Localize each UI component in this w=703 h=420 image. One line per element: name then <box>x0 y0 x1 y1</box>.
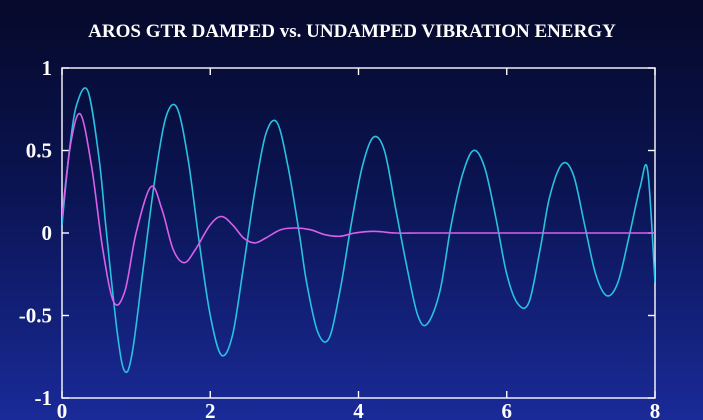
y-tick-label: 0 <box>42 221 53 245</box>
x-tick-label: 4 <box>353 399 364 420</box>
series-line-undamped <box>62 87 655 374</box>
y-tick-label: 0.5 <box>26 139 52 163</box>
chart-title: AROS GTR DAMPED vs. UNDAMPED VIBRATION E… <box>88 21 616 42</box>
y-tick-label: 1 <box>42 56 53 80</box>
series-line-damped <box>62 112 655 306</box>
plot-area: 0 2 4 6 8 1 0.5 0 -0.5 -1 <box>19 56 661 420</box>
x-tick-label: 2 <box>205 399 216 420</box>
y-tick-label: -0.5 <box>19 304 52 328</box>
x-tick-label: 8 <box>650 399 661 420</box>
y-tick-label: -1 <box>35 386 53 410</box>
x-tick-label: 6 <box>502 399 513 420</box>
x-tick-label: 0 <box>57 399 68 420</box>
